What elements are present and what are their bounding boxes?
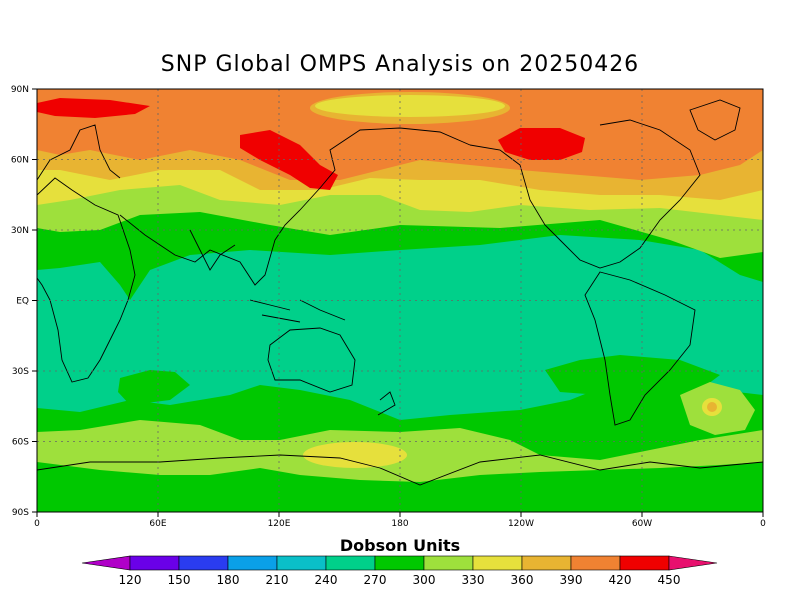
colorbar-swatch: [325, 555, 376, 571]
lon-tick-label: 120E: [268, 519, 291, 529]
max-red-arctic: [37, 98, 150, 118]
map-title: SNP Global OMPS Analysis on 20250426: [160, 52, 640, 77]
coast-newzealand: [377, 391, 396, 416]
colorbar-swatch: [619, 555, 670, 571]
coastlines: [37, 99, 763, 486]
colorbar-over-arrow: [668, 555, 718, 571]
colorbar-swatch: [423, 555, 474, 571]
colorbar-swatch: [227, 555, 278, 571]
band-orange-north: [37, 89, 763, 180]
lat-tick-label: EQ: [16, 297, 29, 307]
colorbar-title: Dobson Units: [339, 536, 461, 555]
lon-labels: 0 60E 120E 180 120W 60W 0: [34, 519, 766, 529]
lat-tick-label: 60N: [11, 156, 29, 166]
lon-tick-label: 180: [391, 519, 408, 529]
lat-labels: 90N 60N 30N EQ 30S 60S 90S: [11, 85, 29, 518]
colorbar-label: 240: [315, 573, 338, 587]
lon-tick-label: 60E: [149, 519, 166, 529]
lat-tick-label: 60S: [12, 438, 29, 448]
coast-australia: [267, 327, 356, 393]
colorbar-swatch: [374, 555, 425, 571]
colorbar-swatch: [129, 555, 180, 571]
coast-asia: [119, 127, 471, 286]
tick-marks: [32, 88, 764, 517]
colorbar-label: 420: [609, 573, 632, 587]
colorbar-label: 210: [266, 573, 289, 587]
colorbar-swatch: [178, 555, 229, 571]
colorbar-label: 390: [560, 573, 583, 587]
coast-africa: [37, 177, 136, 383]
patch-gold-southatlantic: [707, 402, 717, 412]
coast-greenland: [689, 99, 741, 141]
colorbar-label: 150: [168, 573, 191, 587]
colorbar-under-arrow: [81, 555, 131, 571]
max-red-siberia: [240, 130, 338, 190]
coast-india: [189, 229, 236, 271]
patch-yellow-arctic: [315, 95, 505, 117]
max-red-canada: [498, 128, 585, 160]
colorbar-swatch: [521, 555, 572, 571]
colorbar: 120 150 180 210 240 270 300 330 360 390 420 450: [81, 555, 718, 587]
colorbar-label: 180: [217, 573, 240, 587]
coast-northamerica: [469, 119, 701, 269]
coast-southamerica: [584, 271, 696, 426]
lat-tick-label: 90S: [12, 508, 29, 518]
patch-yellow-ross: [303, 442, 407, 468]
lat-tick-label: 30S: [12, 367, 29, 377]
colorbar-swatch: [570, 555, 621, 571]
lon-tick-label: 120W: [508, 519, 534, 529]
lat-tick-label: 90N: [11, 85, 29, 95]
patch-green-southatlantic: [545, 355, 720, 395]
colorbar-swatch: [276, 555, 327, 571]
lon-tick-label: 0: [760, 519, 766, 529]
colorbar-label: 450: [658, 573, 681, 587]
colorbar-label: 120: [119, 573, 142, 587]
colorbar-label: 300: [413, 573, 436, 587]
colorbar-label: 360: [511, 573, 534, 587]
lon-tick-label: 0: [34, 519, 40, 529]
lat-tick-label: 30N: [11, 226, 29, 236]
lon-tick-label: 60W: [632, 519, 652, 529]
colorbar-label: 270: [364, 573, 387, 587]
colorbar-swatch: [472, 555, 523, 571]
coast-indonesia: [249, 299, 346, 323]
colorbar-label: 330: [462, 573, 485, 587]
patch-green-southpacific: [118, 370, 190, 405]
coast-europe: [37, 124, 121, 181]
coast-antarctica: [37, 454, 763, 486]
gridlines: [37, 89, 763, 512]
